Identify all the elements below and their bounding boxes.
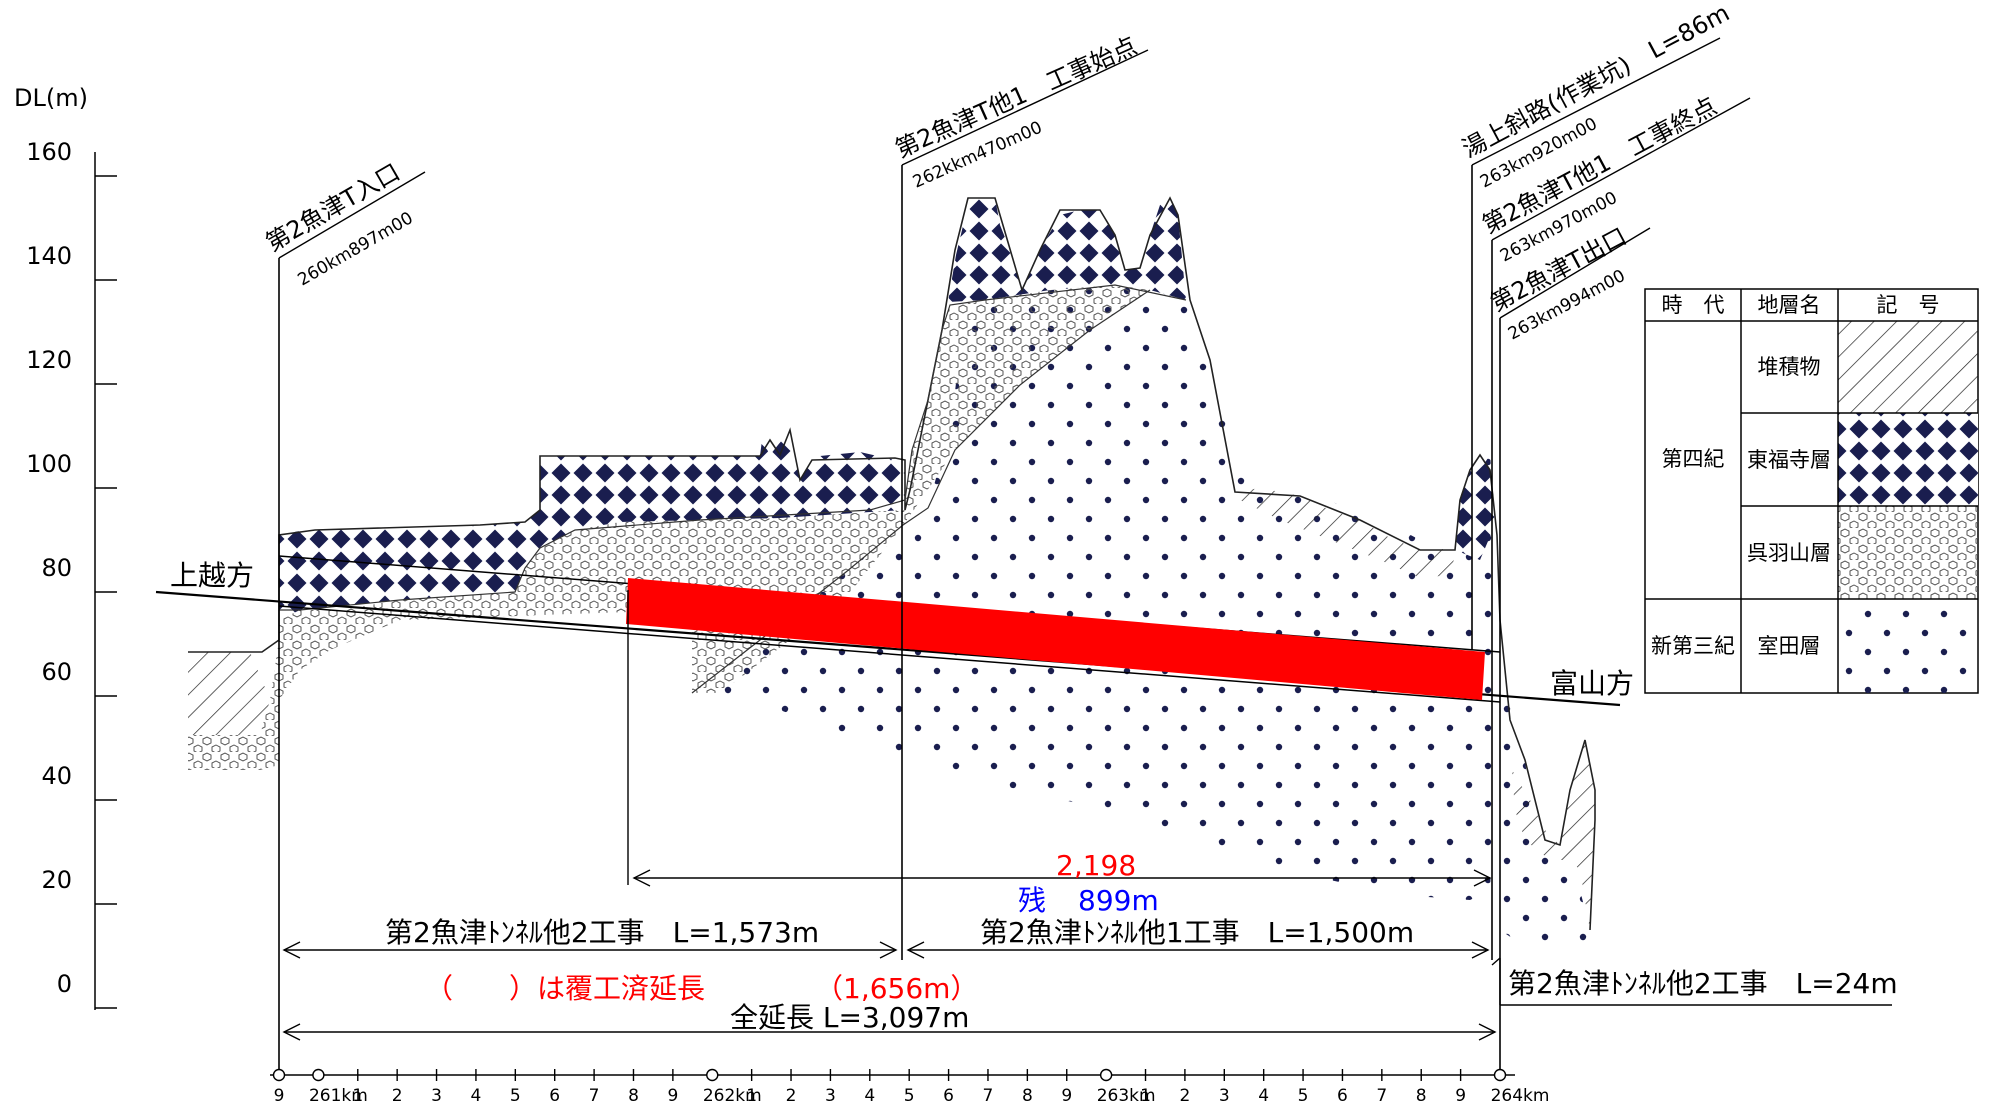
y-tick-label: 140 [26,242,72,270]
km-tick-label: 4 [1258,1086,1269,1106]
legend-era-quaternary: 第四紀 [1662,447,1725,471]
sediment-right [1235,488,1455,578]
tofukuji-layer-left [279,430,905,620]
km-tick-label: 1 [746,1086,757,1106]
km-post-marker [312,1068,325,1082]
tofukuji-layer-right [1455,455,1497,560]
elevation-axis: DL(m) 160 140 120 100 80 60 40 20 0 [14,84,117,1010]
km-tick-label: 9 [1455,1086,1466,1106]
legend-layer-sediment: 堆積物 [1758,355,1821,379]
km-tick-label: 5 [510,1086,521,1106]
y-tick-label: 20 [41,866,72,894]
lining-total-value: 2,198 [1056,849,1136,882]
remaining-value: 899m [1078,884,1159,917]
y-tick-label: 40 [41,762,72,790]
lining-note: （ ）は覆工済延長 [425,972,705,1005]
legend-era-neogene: 新第三紀 [1651,634,1735,658]
km-post-marker [1493,1068,1507,1082]
km-post-marker [272,1068,286,1082]
km-tick-label: 2 [786,1086,797,1106]
ground-surface [188,196,1596,931]
geology-layers [188,196,1596,950]
y-tick-label: 60 [41,658,72,686]
station-name-shaft: 湯上斜路(作業坑) L=86m [1458,0,1734,163]
km-tick-label: 9 [1061,1086,1072,1106]
work1-label: 第2魚津ﾄﾝﾈﾙ他1工事 L=1,500m [980,916,1414,949]
work2b-label: 第2魚津ﾄﾝﾈﾙ他2工事 L=24m [1508,967,1898,1000]
total-length-label: 全延長 L=3,097m [730,1001,969,1034]
axis-unit-label: DL(m) [14,84,88,112]
km-tick-label: 4 [471,1086,482,1106]
kurehayama-layer-left [188,640,279,770]
legend-layer-tofukuji: 東福寺層 [1747,448,1831,472]
work2-label: 第2魚津ﾄﾝﾈﾙ他2工事 L=1,573m [385,916,819,949]
km-tick-label: 264km [1491,1086,1550,1106]
legend-header-formation: 地層名 [1758,293,1821,317]
y-tick-label: 120 [26,346,72,374]
km-tick-label: 6 [943,1086,954,1106]
direction-right: 富山方 [1550,667,1634,700]
legend-layer-murota: 室田層 [1758,634,1821,658]
legend-layer-kurehayama: 呉羽山層 [1747,541,1831,565]
km-tick-label: 2 [1179,1086,1190,1106]
km-tick-label: 5 [1298,1086,1309,1106]
km-tick-label: 3 [1219,1086,1230,1106]
km-post-marker [706,1068,719,1082]
km-tick-label: 1 [352,1086,363,1106]
tofukuji-layer-peaks [948,198,1186,302]
km-tick-label: 3 [431,1086,442,1106]
km-tick-label: 8 [1022,1086,1033,1106]
murota-layer [692,280,1500,900]
km-post-marker [1099,1068,1113,1082]
y-tick-label: 160 [26,138,72,166]
km-tick-label: 7 [1376,1086,1387,1106]
km-tick-label: 4 [864,1086,875,1106]
km-tick-label: 6 [549,1086,560,1106]
km-tick-label: 6 [1337,1086,1348,1106]
km-tick-label: 2 [392,1086,403,1106]
y-tick-label: 100 [26,450,72,478]
km-tick-label: 8 [628,1086,639,1106]
km-tick-label: 263km [1097,1086,1156,1106]
km-tick-label: 8 [1416,1086,1427,1106]
lined-section-bar [626,578,1485,700]
y-tick-label: 0 [57,970,72,998]
km-tick-label: 9 [274,1086,285,1106]
y-tick-label: 80 [41,554,72,582]
km-tick-label: 262km [703,1086,762,1106]
legend-table: 時 代 地層名 記 号 第四紀 新第三紀 堆積物 東福寺層 呉羽山層 室田層 [1644,288,1979,694]
direction-left: 上越方 [170,559,254,592]
kurehayama-layer [279,285,1150,700]
km-tick-label: 5 [904,1086,915,1106]
km-tick-label: 9 [667,1086,678,1106]
legend-header-era: 時 代 [1662,293,1725,317]
dimension-lines [282,590,1892,1041]
km-tick-label: 261km [309,1086,368,1106]
sediment-left [188,652,270,735]
km-tick-label: 7 [589,1086,600,1106]
legend-header-symbol: 記 号 [1877,293,1940,317]
formation-boundary [279,284,1187,611]
km-tick-label: 1 [1140,1086,1151,1106]
km-tick-label: 7 [983,1086,994,1106]
sediment-far-right [1512,740,1595,930]
tunnel-invert-line [278,605,1501,703]
lining-done-value: （1,656m） [815,972,978,1005]
tunnel-profile [155,555,1621,707]
remaining-prefix: 残 [1018,884,1046,917]
km-tick-label: 3 [825,1086,836,1106]
